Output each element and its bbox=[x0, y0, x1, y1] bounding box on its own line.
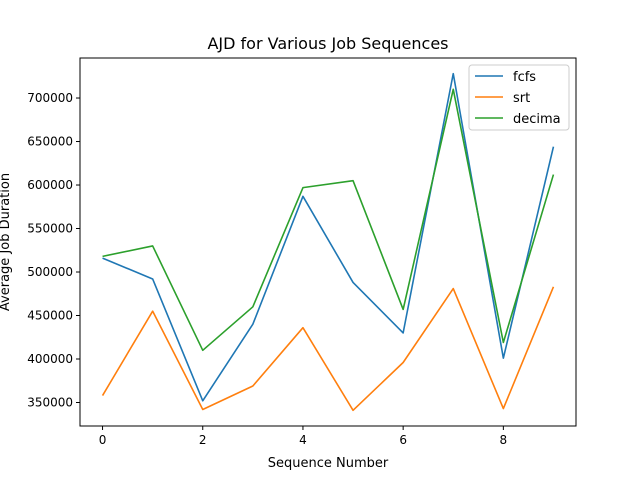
series-line-srt bbox=[101, 286, 555, 412]
y-tick-label: 600000 bbox=[27, 178, 73, 192]
legend-box bbox=[468, 64, 570, 131]
x-tick-label: 4 bbox=[299, 433, 307, 447]
x-tick-label: 6 bbox=[399, 433, 407, 447]
y-tick-label: 500000 bbox=[27, 265, 73, 279]
series-line-decima bbox=[102, 88, 555, 352]
legend-label-decima: decima bbox=[513, 112, 561, 127]
legend-label-fcfs: fcfs bbox=[513, 70, 536, 85]
y-tick-label: 350000 bbox=[27, 396, 73, 410]
x-tick-label: 0 bbox=[99, 433, 107, 447]
y-tick-label: 400000 bbox=[27, 352, 73, 366]
plot-area: 0 2 4 6 8 350000 400000 450000 500000 550000 60000… bbox=[27, 57, 577, 447]
x-axis-label: Sequence Number bbox=[268, 456, 389, 471]
y-tick-label: 550000 bbox=[27, 222, 73, 236]
y-tick-label: 650000 bbox=[27, 135, 73, 149]
y-axis-label: Average Job Duration bbox=[0, 173, 13, 311]
axes-frame bbox=[79, 57, 577, 427]
legend-label-srt: srt bbox=[513, 91, 530, 106]
chart-title: AJD for Various Job Sequences bbox=[207, 34, 448, 53]
y-tick-label: 450000 bbox=[27, 309, 73, 323]
x-tick-label: 8 bbox=[500, 433, 508, 447]
y-tick-label: 700000 bbox=[27, 91, 73, 105]
legend: fcfs srt decima bbox=[468, 64, 570, 131]
x-tick-label: 2 bbox=[199, 433, 207, 447]
